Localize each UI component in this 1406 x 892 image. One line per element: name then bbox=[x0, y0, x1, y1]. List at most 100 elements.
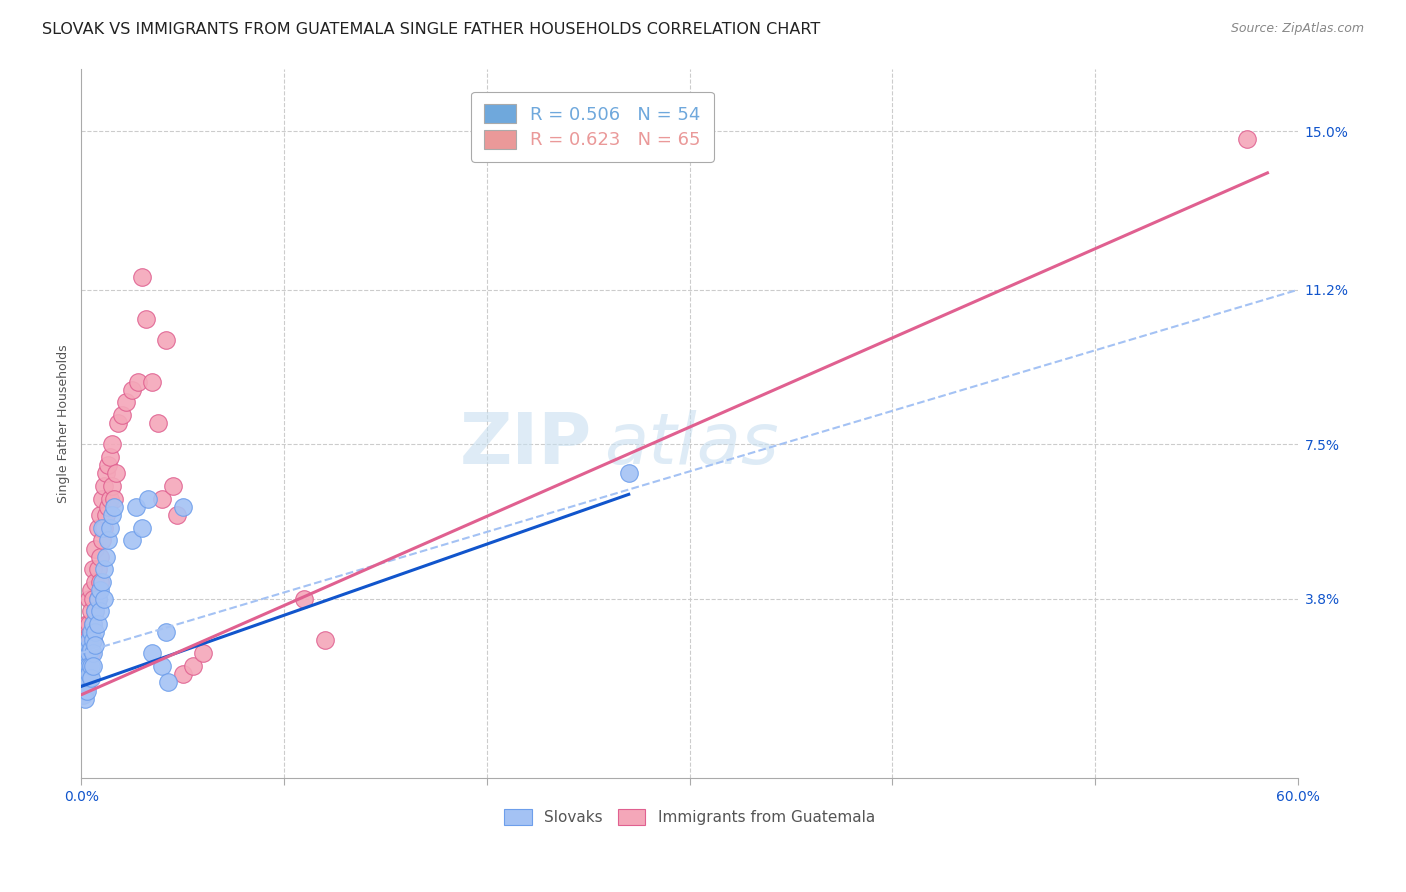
Point bbox=[93, 479, 115, 493]
Point bbox=[314, 633, 336, 648]
Point bbox=[90, 574, 112, 589]
Point bbox=[125, 500, 148, 514]
Point bbox=[84, 604, 107, 618]
Point bbox=[79, 666, 101, 681]
Text: Source: ZipAtlas.com: Source: ZipAtlas.com bbox=[1230, 22, 1364, 36]
Point bbox=[100, 437, 122, 451]
Point bbox=[80, 641, 103, 656]
Text: ZIP: ZIP bbox=[460, 410, 592, 479]
Point bbox=[98, 521, 121, 535]
Point bbox=[75, 675, 97, 690]
Point bbox=[90, 521, 112, 535]
Point bbox=[82, 616, 104, 631]
Point bbox=[131, 270, 153, 285]
Point bbox=[72, 666, 94, 681]
Point bbox=[90, 533, 112, 548]
Point bbox=[89, 583, 111, 598]
Point bbox=[121, 383, 143, 397]
Point bbox=[72, 688, 94, 702]
Point bbox=[86, 591, 108, 606]
Point bbox=[75, 675, 97, 690]
Point bbox=[75, 658, 97, 673]
Point bbox=[89, 604, 111, 618]
Point bbox=[76, 675, 98, 690]
Point bbox=[72, 658, 94, 673]
Point bbox=[152, 491, 174, 506]
Point bbox=[97, 458, 120, 472]
Point bbox=[162, 479, 184, 493]
Point bbox=[115, 395, 138, 409]
Point bbox=[72, 675, 94, 690]
Point bbox=[84, 638, 107, 652]
Point bbox=[80, 646, 103, 660]
Point bbox=[86, 521, 108, 535]
Point bbox=[191, 646, 214, 660]
Point bbox=[84, 574, 107, 589]
Point bbox=[79, 633, 101, 648]
Point bbox=[79, 658, 101, 673]
Point bbox=[76, 683, 98, 698]
Point bbox=[84, 604, 107, 618]
Point bbox=[76, 641, 98, 656]
Y-axis label: Single Father Households: Single Father Households bbox=[58, 344, 70, 503]
Point bbox=[79, 591, 101, 606]
Point bbox=[75, 633, 97, 648]
Point bbox=[82, 616, 104, 631]
Point bbox=[79, 646, 101, 660]
Point bbox=[82, 658, 104, 673]
Point bbox=[75, 658, 97, 673]
Point bbox=[111, 408, 134, 422]
Point bbox=[104, 467, 127, 481]
Point bbox=[76, 658, 98, 673]
Point bbox=[155, 333, 177, 347]
Point bbox=[157, 675, 180, 690]
Point bbox=[80, 604, 103, 618]
Text: SLOVAK VS IMMIGRANTS FROM GUATEMALA SINGLE FATHER HOUSEHOLDS CORRELATION CHART: SLOVAK VS IMMIGRANTS FROM GUATEMALA SING… bbox=[42, 22, 821, 37]
Point bbox=[107, 417, 129, 431]
Point bbox=[90, 491, 112, 506]
Point bbox=[80, 671, 103, 685]
Point bbox=[72, 666, 94, 681]
Point bbox=[82, 633, 104, 648]
Point bbox=[136, 491, 159, 506]
Point bbox=[76, 675, 98, 690]
Point bbox=[76, 633, 98, 648]
Point bbox=[94, 467, 117, 481]
Point bbox=[103, 491, 125, 506]
Point bbox=[97, 533, 120, 548]
Point bbox=[80, 625, 103, 640]
Point bbox=[93, 562, 115, 576]
Point bbox=[80, 583, 103, 598]
Point bbox=[100, 508, 122, 523]
Point bbox=[75, 666, 97, 681]
Point bbox=[93, 521, 115, 535]
Point bbox=[127, 375, 149, 389]
Point bbox=[80, 658, 103, 673]
Point bbox=[75, 646, 97, 660]
Point bbox=[97, 500, 120, 514]
Point bbox=[79, 616, 101, 631]
Point bbox=[84, 541, 107, 556]
Point bbox=[166, 508, 188, 523]
Point bbox=[86, 616, 108, 631]
Point bbox=[93, 591, 115, 606]
Point bbox=[155, 625, 177, 640]
Point bbox=[89, 574, 111, 589]
Point bbox=[76, 666, 98, 681]
Point bbox=[152, 658, 174, 673]
Point bbox=[181, 658, 204, 673]
Text: atlas: atlas bbox=[605, 410, 779, 479]
Point bbox=[75, 692, 97, 706]
Point bbox=[94, 508, 117, 523]
Point bbox=[72, 658, 94, 673]
Point bbox=[617, 467, 640, 481]
Legend: Slovaks, Immigrants from Guatemala: Slovaks, Immigrants from Guatemala bbox=[495, 800, 884, 834]
Point bbox=[148, 417, 170, 431]
Point bbox=[141, 375, 163, 389]
Point bbox=[86, 591, 108, 606]
Point bbox=[79, 646, 101, 660]
Point bbox=[121, 533, 143, 548]
Point bbox=[76, 658, 98, 673]
Point bbox=[100, 479, 122, 493]
Point bbox=[75, 683, 97, 698]
